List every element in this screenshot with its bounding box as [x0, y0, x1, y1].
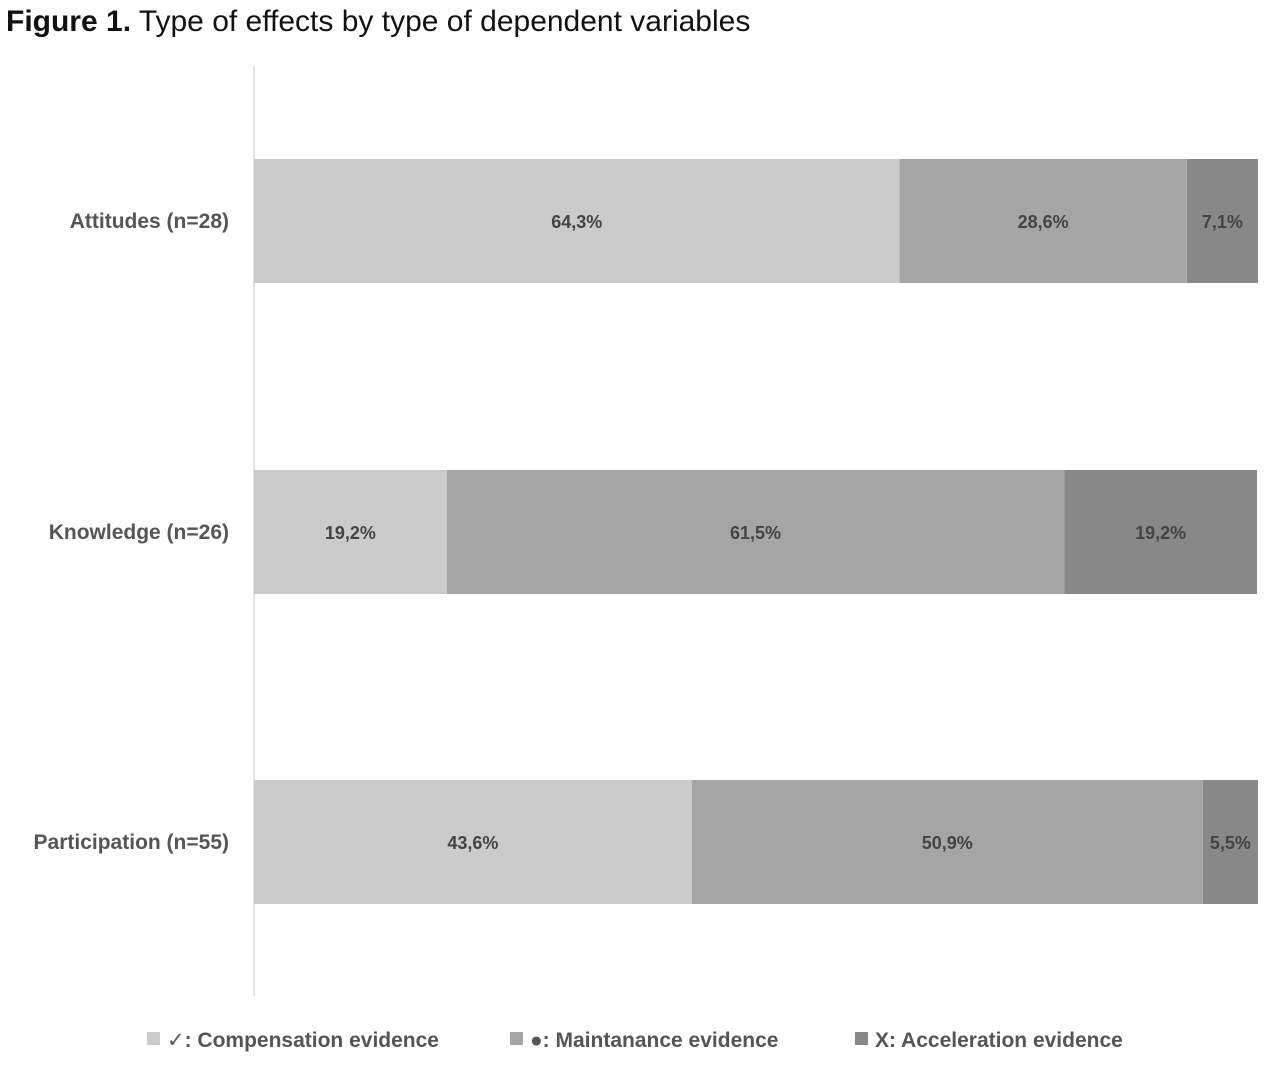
- bar-segment: [691, 780, 1203, 904]
- legend: ✓: Compensation evidence ●: Maintanance e…: [147, 1029, 1123, 1052]
- figure-title-text: Type of effects by type of dependent var…: [138, 5, 751, 38]
- data-label: 64,3%: [551, 212, 602, 232]
- data-label: 28,6%: [1018, 212, 1069, 232]
- data-label: 7,1%: [1202, 212, 1243, 232]
- data-label: 43,6%: [447, 833, 498, 853]
- legend-label: ●: Maintanance evidence: [530, 1029, 778, 1052]
- figure-title: Figure 1. Type of effects by type of dep…: [6, 2, 750, 42]
- legend-label: ✓: Compensation evidence: [167, 1029, 439, 1052]
- bar-segment: [254, 470, 447, 594]
- bar-segment: [1064, 470, 1257, 594]
- category-label: Knowledge (n=26): [49, 521, 229, 544]
- bar-segment: [254, 159, 900, 283]
- category-label: Participation (n=55): [34, 831, 229, 854]
- bars-group: 64,3% 28,6% 7,1% 19,2% 61,5% 19,2% 43,6% 50,9% 5…: [254, 159, 1258, 904]
- data-label: 5,5%: [1210, 833, 1251, 853]
- category-labels: Attitudes (n=28) Knowledge (n=26) Particip…: [34, 210, 229, 854]
- data-label: 19,2%: [1135, 523, 1186, 543]
- data-label: 50,9%: [922, 833, 973, 853]
- legend-swatch: [855, 1032, 868, 1045]
- category-label: Attitudes (n=28): [70, 210, 229, 233]
- legend-swatch: [510, 1032, 523, 1045]
- data-label: 61,5%: [730, 523, 781, 543]
- bar-segment: [446, 470, 1065, 594]
- bar-segment: [1202, 780, 1258, 904]
- legend-label: X: Acceleration evidence: [875, 1029, 1123, 1052]
- bar-segment: [899, 159, 1187, 283]
- legend-swatch: [147, 1032, 160, 1045]
- figure-label: Figure 1.: [6, 5, 132, 38]
- bar-segment: [1186, 159, 1258, 283]
- data-label: 19,2%: [325, 523, 376, 543]
- bar-segment: [254, 780, 692, 904]
